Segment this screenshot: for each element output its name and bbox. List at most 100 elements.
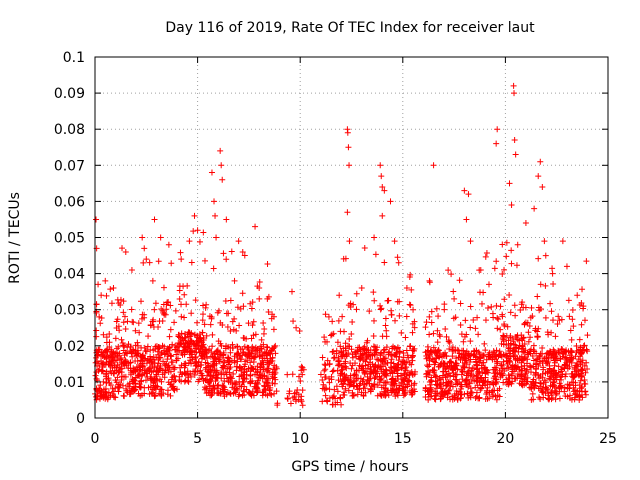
data-point [223,216,230,223]
data-point [297,378,304,385]
data-point [460,338,467,345]
data-point [499,241,506,248]
data-point [159,307,166,314]
data-point [389,352,396,359]
data-point [235,238,242,245]
data-point [210,382,217,389]
data-point [381,379,388,386]
data-point [505,364,512,371]
data-point [264,295,271,302]
data-point [562,371,569,378]
data-point [563,263,570,270]
data-point [245,344,252,351]
data-point [362,358,369,365]
data-point [493,396,500,403]
data-point [381,346,388,353]
data-point [527,334,534,341]
data-point [237,364,244,371]
data-point [319,398,326,405]
data-point [226,369,233,376]
data-point [114,383,121,390]
data-point [480,351,487,358]
data-point [178,313,185,320]
data-point [262,385,269,392]
data-point [456,277,463,284]
data-point [139,352,146,359]
data-point [337,328,344,335]
data-point [473,359,480,366]
data-point [449,346,456,353]
data-point [539,389,546,396]
data-point [131,377,138,384]
data-point [107,368,114,375]
data-point [151,377,158,384]
data-point [352,349,359,356]
data-point [168,381,175,388]
data-point [241,375,248,382]
data-point [366,359,373,366]
data-point [526,322,533,329]
data-point [338,381,345,388]
data-point [231,353,238,360]
data-point [126,380,133,387]
data-point [184,331,191,338]
data-point [402,359,409,366]
data-point [406,274,413,281]
data-point [229,341,236,348]
data-point [439,368,446,375]
data-point [256,285,263,292]
data-point [256,372,263,379]
data-point [176,347,183,354]
data-point [201,257,208,264]
data-point [209,363,216,370]
data-point [424,343,431,350]
data-point [173,386,180,393]
data-point [584,332,591,339]
data-point [578,349,585,356]
data-point [108,348,115,355]
data-point [117,296,124,303]
data-point [501,321,508,328]
data-point [351,377,358,384]
data-point [395,259,402,266]
data-point [257,352,264,359]
data-point [377,350,384,357]
data-point [155,258,162,265]
data-point [209,343,216,350]
data-point [490,314,497,321]
data-point [168,260,175,267]
data-point [478,375,485,382]
data-point [189,348,196,355]
data-point [111,370,118,377]
data-point [566,313,573,320]
data-point [556,395,563,402]
data-point [339,366,346,373]
data-point [393,364,400,371]
data-point [120,309,127,316]
data-point [173,351,180,358]
data-point [409,370,416,377]
data-point [575,356,582,363]
data-point [391,380,398,387]
data-point [388,364,395,371]
data-point [409,347,416,354]
data-point [160,284,167,291]
data-point [134,349,141,356]
data-point [118,336,125,343]
data-point [496,348,503,355]
data-point [408,391,415,398]
data-point [410,345,417,352]
data-point [338,370,345,377]
data-point [109,390,116,397]
data-point [437,362,444,369]
data-point [108,300,115,307]
data-point [271,344,278,351]
data-point [186,238,193,245]
data-point [583,258,590,265]
data-point [241,252,248,259]
data-point [130,376,137,383]
data-point [165,241,172,248]
data-point [100,331,107,338]
data-point [183,301,190,308]
data-point [99,361,106,368]
